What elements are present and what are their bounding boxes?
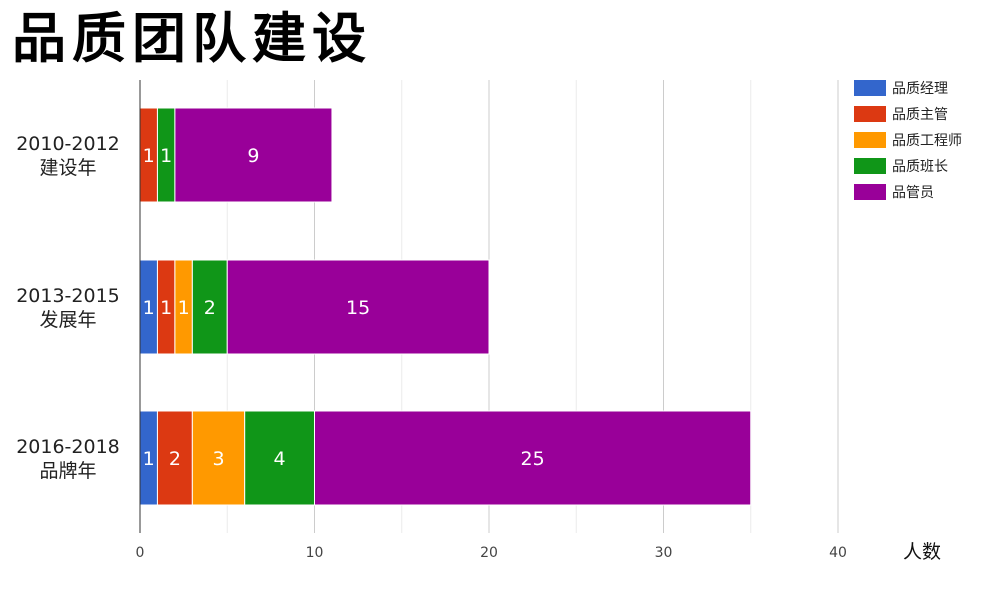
category-label: 2016-2018 xyxy=(16,436,120,458)
legend-swatch xyxy=(854,132,886,148)
category-label: 2013-2015 xyxy=(16,285,120,307)
category-label: 建设年 xyxy=(39,157,96,179)
category-label: 2010-2012 xyxy=(16,133,120,155)
legend-swatch xyxy=(854,80,886,96)
x-tick-label: 30 xyxy=(655,545,673,561)
bar-segment xyxy=(314,410,752,506)
data-label: 1 xyxy=(178,297,190,319)
legend-swatch xyxy=(854,184,886,200)
data-label: 1 xyxy=(160,145,172,167)
data-label: 15 xyxy=(346,297,370,319)
chart-title: 品质团队建设 xyxy=(12,7,372,70)
data-label: 2 xyxy=(169,448,181,470)
x-tick-label: 20 xyxy=(480,545,498,561)
legend-swatch xyxy=(854,106,886,122)
data-label: 25 xyxy=(521,448,545,470)
category-label: 发展年 xyxy=(39,309,96,331)
bar-segment xyxy=(174,107,333,203)
legend-label: 品管员 xyxy=(892,185,934,201)
data-label: 1 xyxy=(143,145,155,167)
legend-label: 品质班长 xyxy=(892,159,948,175)
bar-segment xyxy=(191,410,246,506)
data-label: 9 xyxy=(247,145,259,167)
data-label: 1 xyxy=(143,448,155,470)
x-tick-label: 40 xyxy=(829,545,847,561)
legend-label: 品质经理 xyxy=(892,81,948,97)
data-label: 4 xyxy=(274,448,286,470)
bar-segment xyxy=(156,410,193,506)
legend-label: 品质工程师 xyxy=(892,133,962,149)
data-label: 1 xyxy=(160,297,172,319)
x-axis-label: 人数 xyxy=(903,541,941,563)
bar-segment xyxy=(226,259,490,355)
x-tick-label: 10 xyxy=(306,545,324,561)
legend-label: 品质主管 xyxy=(892,107,948,123)
bars: 1 1 91 1 1 2 151 2 3 4 25 xyxy=(139,107,752,506)
category-label: 品牌年 xyxy=(39,460,96,482)
bar-segment xyxy=(244,410,315,506)
bar-segment xyxy=(191,259,228,355)
legend-swatch xyxy=(854,158,886,174)
x-tick-label: 0 xyxy=(136,545,145,561)
data-label: 3 xyxy=(212,448,224,470)
data-label: 2 xyxy=(204,297,216,319)
data-label: 1 xyxy=(143,297,155,319)
